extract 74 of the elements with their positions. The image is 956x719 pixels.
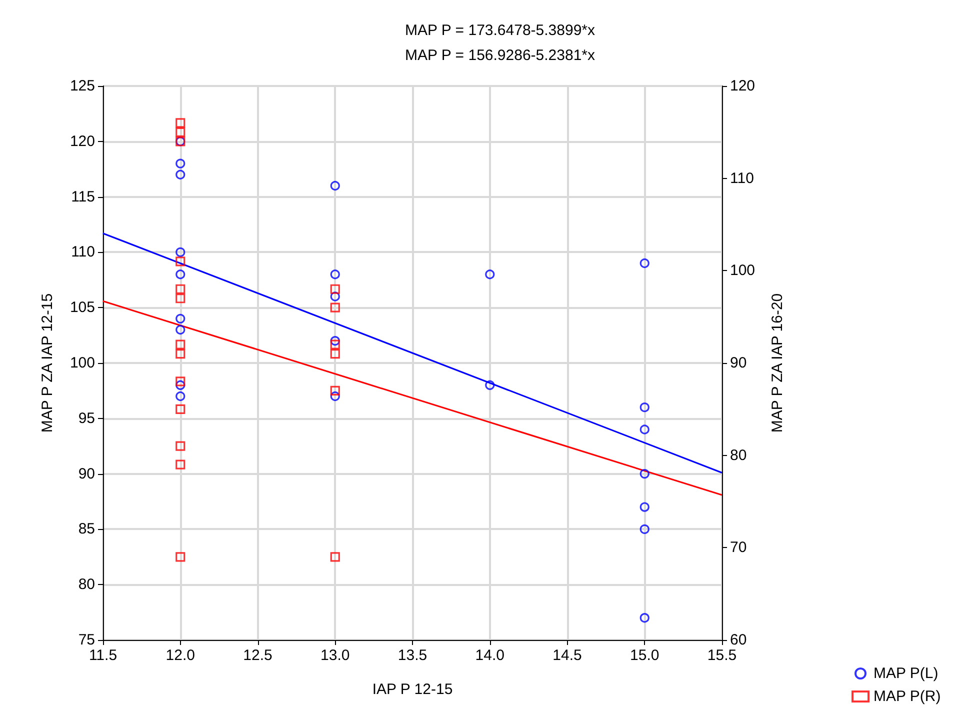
y-tick-label: 100 bbox=[70, 354, 95, 372]
y-tick-label: 80 bbox=[78, 576, 95, 594]
point bbox=[176, 118, 186, 128]
point bbox=[330, 336, 340, 346]
chart-subtitle: MAP P = 156.9286-5.2381*x bbox=[404, 47, 596, 64]
x-tick-label: 13.5 bbox=[398, 647, 428, 664]
point bbox=[485, 270, 495, 280]
point bbox=[176, 324, 186, 335]
point bbox=[176, 380, 186, 390]
point bbox=[176, 284, 186, 294]
point bbox=[176, 340, 186, 350]
y-axis-title: MAP P ZA IAP 12-15 bbox=[39, 293, 56, 433]
x-tick-label: 14.0 bbox=[475, 647, 504, 664]
y2-tick-label: 90 bbox=[730, 354, 747, 372]
x-tick-label: 14.5 bbox=[552, 647, 582, 664]
x-tick-label: 12.5 bbox=[243, 647, 272, 664]
point bbox=[640, 613, 650, 623]
point bbox=[640, 502, 650, 512]
point bbox=[176, 294, 186, 304]
point bbox=[176, 391, 186, 402]
chart-title: MAP P = 173.6478-5.3899*x bbox=[404, 22, 596, 39]
x-tick-label: 15.0 bbox=[630, 647, 660, 664]
point bbox=[176, 158, 186, 168]
x-tick-label: 12.0 bbox=[166, 647, 195, 664]
y2-axis-title: MAP P ZA IAP 16-20 bbox=[769, 293, 786, 433]
point bbox=[176, 348, 186, 359]
point bbox=[330, 302, 340, 312]
point bbox=[640, 524, 650, 534]
point bbox=[330, 552, 340, 562]
x-tick-label: 11.5 bbox=[88, 647, 118, 664]
y2-tick-label: 110 bbox=[730, 170, 754, 187]
y2-tick-label: 120 bbox=[730, 78, 756, 94]
y2-tick-label: 100 bbox=[730, 262, 756, 280]
y-tick-label: 110 bbox=[71, 244, 95, 261]
point bbox=[176, 256, 186, 266]
point bbox=[330, 391, 340, 402]
y-tick-label: 125 bbox=[70, 78, 95, 94]
y-tick-label: 115 bbox=[71, 188, 95, 206]
point bbox=[330, 284, 340, 294]
y-tick-label: 85 bbox=[78, 520, 95, 538]
point bbox=[176, 376, 186, 386]
point bbox=[330, 270, 340, 280]
point bbox=[176, 170, 186, 180]
x-axis-title: IAP P 12-15 bbox=[372, 681, 453, 698]
point bbox=[176, 404, 186, 414]
x-tick-label: 15.5 bbox=[707, 647, 737, 664]
point bbox=[176, 314, 186, 324]
y-tick-label: 75 bbox=[78, 632, 95, 648]
point bbox=[485, 380, 495, 390]
point bbox=[176, 552, 186, 562]
point bbox=[176, 270, 186, 280]
point bbox=[640, 402, 650, 412]
y2-tick-label: 70 bbox=[730, 539, 747, 556]
y2-tick-label: 60 bbox=[730, 632, 747, 648]
point bbox=[330, 180, 340, 191]
point bbox=[176, 460, 186, 470]
point bbox=[330, 292, 340, 302]
y-tick-label: 105 bbox=[70, 299, 95, 316]
point bbox=[330, 386, 340, 396]
y-tick-label: 90 bbox=[78, 465, 95, 482]
point bbox=[176, 127, 186, 137]
legend-label: MAP P(R) bbox=[874, 688, 941, 705]
point bbox=[330, 340, 340, 350]
point bbox=[330, 348, 340, 359]
point bbox=[176, 247, 186, 257]
point bbox=[640, 258, 650, 268]
x-tick-label: 13.0 bbox=[320, 647, 350, 664]
y-tick-label: 120 bbox=[70, 132, 95, 150]
legend-label: MAP P(L) bbox=[874, 665, 938, 682]
y2-tick-label: 80 bbox=[730, 446, 747, 464]
point bbox=[176, 441, 186, 451]
point bbox=[640, 424, 650, 434]
y-tick-label: 95 bbox=[78, 410, 95, 427]
point bbox=[640, 469, 650, 479]
